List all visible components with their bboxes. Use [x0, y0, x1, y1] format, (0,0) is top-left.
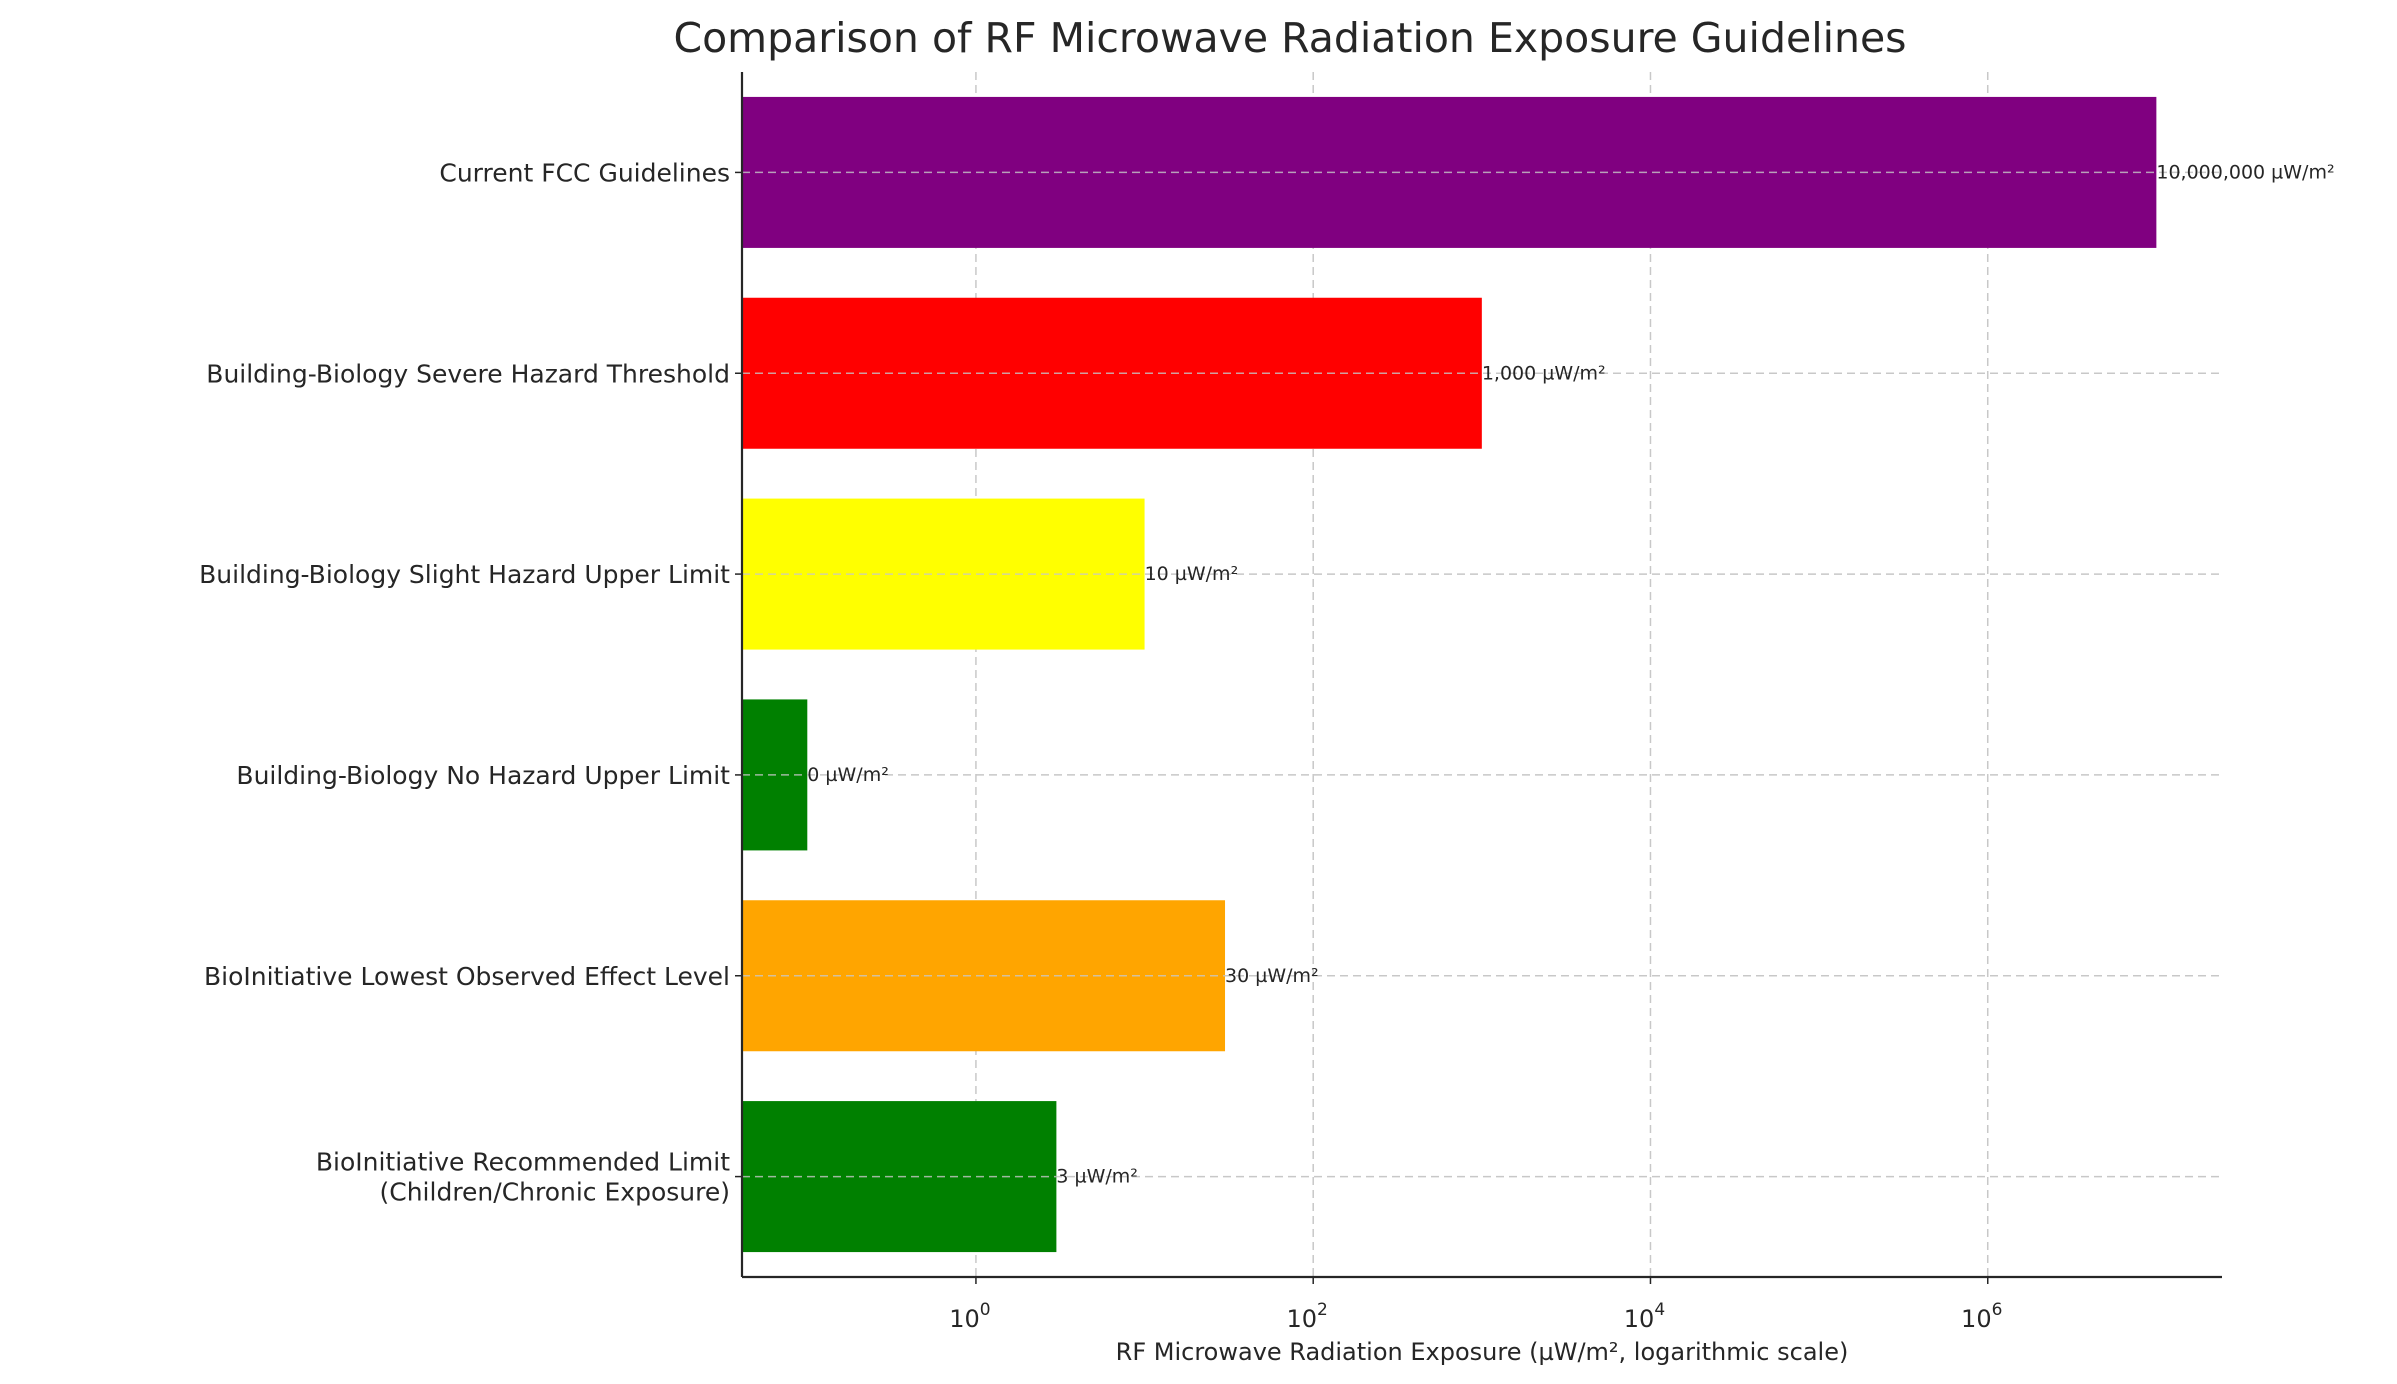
x-tick-label: 104	[1624, 1300, 1665, 1333]
y-tick-label: Building-Biology Slight Hazard Upper Lim…	[199, 560, 730, 589]
data-label: 30 µW/m²	[1225, 965, 1319, 987]
bars	[742, 96, 2157, 1253]
x-tick-label: 102	[1287, 1300, 1328, 1333]
grid	[742, 72, 2222, 1277]
data-label: 3 µW/m²	[1056, 1166, 1138, 1188]
y-tick-label: Building-Biology Severe Hazard Threshold	[206, 359, 730, 388]
y-tick-label: BioInitiative Recommended Limit (Children…	[316, 1148, 730, 1207]
data-label: 10,000,000 µW/m²	[2156, 161, 2334, 183]
y-tick-label: Building-Biology No Hazard Upper Limit	[236, 761, 730, 790]
data-label: 10 µW/m²	[1145, 563, 1239, 585]
data-label: 0 µW/m²	[807, 764, 889, 786]
x-axis-label: RF Microwave Radiation Exposure (µW/m², …	[1116, 1338, 1849, 1366]
y-tick-label: BioInitiative Lowest Observed Effect Lev…	[204, 962, 730, 991]
x-tick-label: 100	[949, 1300, 990, 1333]
chart-title: Comparison of RF Microwave Radiation Exp…	[673, 14, 1906, 62]
data-labels: 10,000,000 µW/m² 1,000 µW/m² 10 µW/m² 0 µW/…	[742, 161, 2335, 1188]
axes: 100 102 104 106 Current FCC Guidelines Buildi…	[199, 72, 2222, 1333]
x-tick-label: 106	[1961, 1300, 2002, 1333]
data-label: 1,000 µW/m²	[1482, 362, 1606, 384]
y-tick-label: Current FCC Guidelines	[439, 158, 730, 187]
